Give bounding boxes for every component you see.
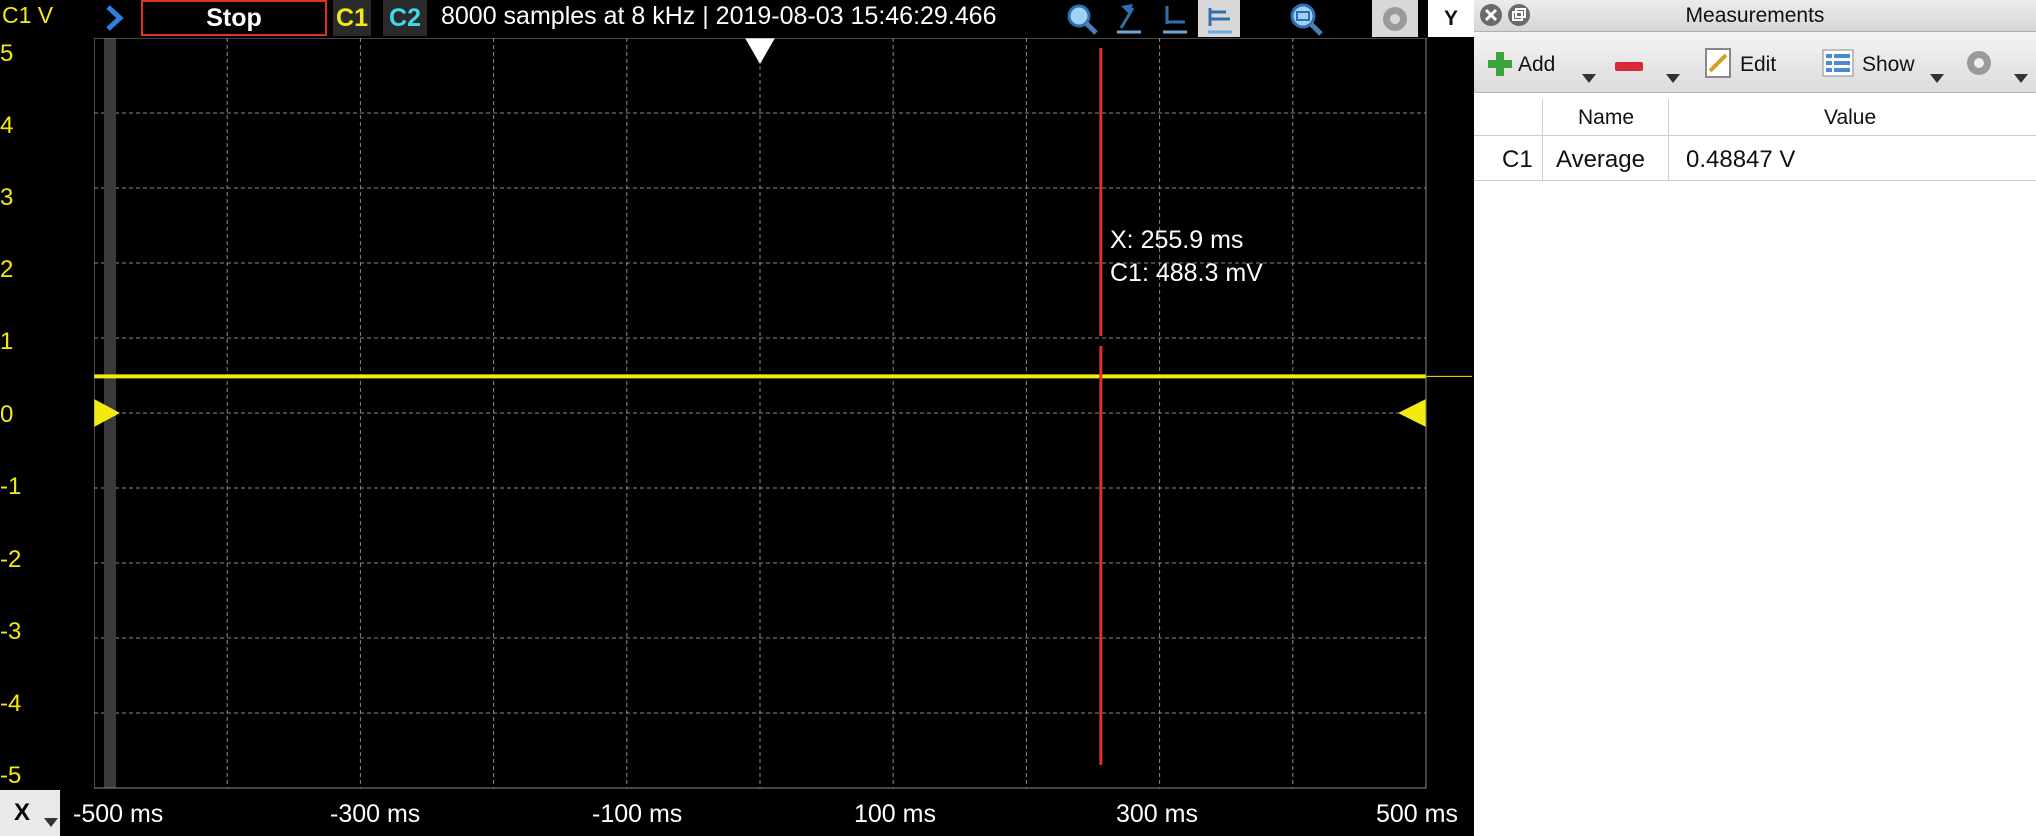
gear-icon[interactable]	[1964, 48, 1994, 83]
chevron-down-icon[interactable]	[2014, 74, 2028, 83]
stop-button[interactable]: Stop	[141, 0, 327, 36]
row-channel: C1	[1502, 146, 1533, 173]
chevron-down-icon[interactable]	[1666, 74, 1680, 83]
baseline-icon[interactable]	[1156, 0, 1192, 37]
channel-c2-button[interactable]: C2	[383, 0, 427, 36]
gear-icon[interactable]	[1372, 0, 1418, 37]
oscilloscope-plot[interactable]	[94, 38, 1474, 790]
y-tick: 4	[0, 112, 14, 139]
channel-c1-button[interactable]: C1	[333, 0, 371, 36]
list-icon[interactable]	[1822, 49, 1854, 82]
zoom-icon[interactable]	[1064, 0, 1100, 37]
x-tick: -100 ms	[592, 800, 683, 828]
y-tick: 2	[0, 256, 14, 283]
edit-icon[interactable]	[1704, 47, 1732, 84]
measurements-table-header: Name Value	[1474, 99, 2036, 136]
row-name: Average	[1556, 146, 1645, 173]
y-tick: -4	[0, 690, 22, 717]
minus-icon[interactable]	[1614, 60, 1644, 78]
y-tick: -2	[0, 546, 22, 573]
chevron-down-icon[interactable]	[1582, 74, 1596, 83]
zero-level-marker-left	[94, 399, 120, 427]
close-icon[interactable]	[1479, 3, 1503, 32]
y-tick: -5	[0, 762, 22, 789]
x-tick: -500 ms	[73, 800, 164, 828]
column-header-value[interactable]: Value	[1824, 106, 1877, 129]
y-axis-button[interactable]: Y	[1428, 0, 1474, 37]
add-button[interactable]: Add	[1518, 53, 1556, 76]
channel-axis-label: C1 V	[2, 2, 54, 28]
trigger-position-marker	[745, 38, 775, 64]
x-tick: 100 ms	[854, 800, 936, 828]
table-row[interactable]: C1 Average 0.48847 V	[1474, 136, 2036, 181]
acquisition-status: 8000 samples at 8 kHz | 2019-08-03 15:46…	[441, 2, 997, 30]
edit-button[interactable]: Edit	[1740, 53, 1777, 76]
zoom-fit-icon[interactable]	[1286, 0, 1326, 37]
cursor-x-readout: X: 255.9 ms	[1110, 226, 1244, 254]
y-tick: -1	[0, 473, 22, 500]
panel-toolbar: Add Edit Show	[1474, 32, 2036, 93]
panel-titlebar: Measurements	[1474, 0, 2036, 32]
chevron-down-icon[interactable]	[1930, 74, 1944, 83]
restore-icon[interactable]	[1507, 3, 1531, 32]
y-tick: -3	[0, 618, 22, 645]
measurements-panel: Measurements Add Edit Show Name Value	[1474, 0, 2036, 836]
x-axis-button[interactable]: X	[0, 790, 60, 836]
column-header-name[interactable]: Name	[1578, 106, 1635, 129]
show-button[interactable]: Show	[1862, 53, 1915, 76]
cursor-readout: X: 255.9 ms C1: 488.3 mV	[1110, 224, 1263, 290]
toolbar: C1 V Stop C1 C2 8000 samples at 8 kHz | …	[0, 0, 1474, 37]
x-tick: -300 ms	[330, 800, 421, 828]
x-axis-button-label: X	[14, 799, 31, 826]
panel-title: Measurements	[1685, 4, 1825, 27]
row-value: 0.48847 V	[1686, 146, 1796, 173]
play-arrow-icon[interactable]	[104, 4, 126, 37]
chevron-down-icon	[44, 818, 58, 827]
zero-level-marker-right	[1398, 399, 1426, 427]
y-tick: 1	[0, 328, 14, 355]
plus-icon[interactable]	[1486, 50, 1514, 83]
y-tick: 5	[0, 40, 14, 67]
cursor-c1-readout: C1: 488.3 mV	[1110, 259, 1263, 287]
y-tick: 3	[0, 184, 14, 211]
cursor-icon[interactable]	[1110, 0, 1146, 37]
scale-icon[interactable]	[1198, 0, 1240, 37]
x-tick: 500 ms	[1376, 800, 1458, 828]
grid-horizontal	[94, 112, 1426, 714]
y-tick: 0	[0, 401, 14, 428]
x-tick: 300 ms	[1116, 800, 1198, 828]
